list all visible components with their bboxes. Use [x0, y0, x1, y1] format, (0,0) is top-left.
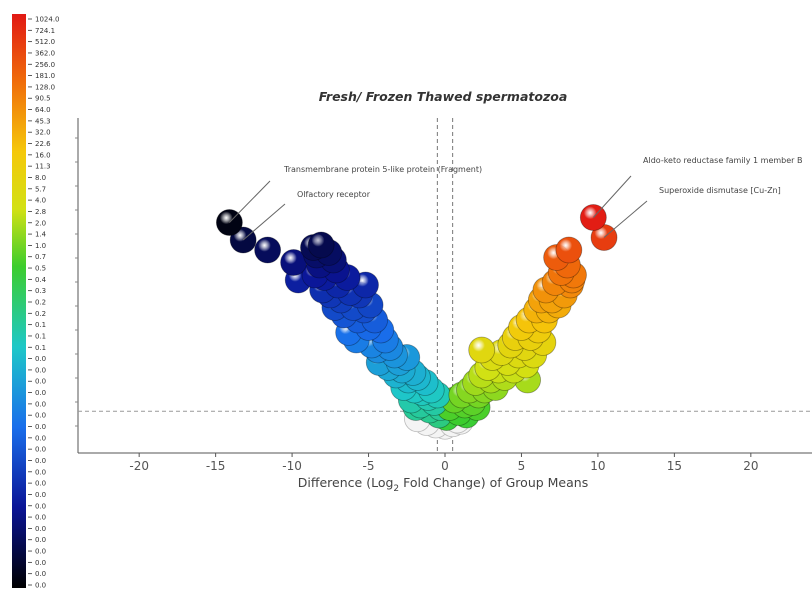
- colorbar-label: 0.0: [35, 412, 46, 420]
- colorbar-label: 1.0: [35, 242, 46, 250]
- x-tick-label: 10: [590, 459, 605, 473]
- colorbar-label: 0.2: [35, 310, 46, 318]
- colorbar-label: 0.0: [35, 355, 46, 363]
- colorbar-label: 256.0: [35, 61, 55, 69]
- x-tick-label: 20: [743, 459, 758, 473]
- data-point: [555, 236, 583, 264]
- colorbar-label: 0.0: [35, 434, 46, 442]
- colorbar-label: 0.0: [35, 457, 46, 465]
- colorbar-label: 0.0: [35, 468, 46, 476]
- x-axis-label: Difference (Log2 Fold Change) of Group M…: [298, 475, 588, 494]
- colorbar-label: 45.3: [35, 117, 51, 125]
- colorbar-label: 2.0: [35, 219, 46, 227]
- annotation-label: Superoxide dismutase [Cu-Zn]: [659, 186, 781, 195]
- colorbar-label: 0.2: [35, 299, 46, 307]
- colorbar-label: 181.0: [35, 72, 55, 80]
- colorbar-label: 0.5: [35, 265, 46, 273]
- colorbar-label: 0.7: [35, 253, 46, 261]
- colorbar-label: 0.0: [35, 491, 46, 499]
- data-point: [468, 336, 496, 364]
- colorbar-label: 0.0: [35, 559, 46, 567]
- x-tick-label: 15: [667, 459, 682, 473]
- data-point: [307, 231, 335, 259]
- colorbar-gradient: [12, 14, 26, 588]
- colorbar-label: 0.0: [35, 548, 46, 556]
- annotations: Transmembrane protein 5-like protein (Fr…: [229, 156, 803, 241]
- colorbar-label: 0.0: [35, 366, 46, 374]
- colorbar-label: 724.1: [35, 27, 55, 35]
- colorbar-label: 128.0: [35, 83, 55, 91]
- x-tick-label: 0: [441, 459, 449, 473]
- annotation-leader: [242, 203, 286, 241]
- colorbar-label: 5.7: [35, 185, 46, 193]
- colorbar-label: 0.0: [35, 525, 46, 533]
- x-tick-label: -15: [206, 459, 226, 473]
- colorbar-label: 2.8: [35, 208, 46, 216]
- chart-title: Fresh/ Frozen Thawed spermatozoa: [319, 89, 568, 104]
- colorbar-label: 0.0: [35, 400, 46, 408]
- colorbar-label: 0.0: [35, 570, 46, 578]
- plot-axes: -20 -15 -10 -5 0 5 10 15 20: [75, 118, 812, 473]
- colorbar-label: 0.0: [35, 423, 46, 431]
- colorbar-label: 11.3: [35, 163, 51, 171]
- colorbar-label: 0.0: [35, 446, 46, 454]
- colorbar-label: 0.1: [35, 344, 46, 352]
- colorbar-label: 0.1: [35, 332, 46, 340]
- colorbar-label: 22.6: [35, 140, 51, 148]
- data-points: [215, 204, 618, 440]
- colorbar-label: 32.0: [35, 129, 51, 137]
- x-tick-label: -10: [282, 459, 302, 473]
- annotation-leader: [603, 200, 648, 238]
- x-tick-label: -5: [363, 459, 375, 473]
- colorbar-label: 362.0: [35, 49, 55, 57]
- colorbar-label: 0.0: [35, 480, 46, 488]
- colorbar-label: 0.0: [35, 536, 46, 544]
- colorbar-label: 16.0: [35, 151, 51, 159]
- data-point: [254, 236, 282, 264]
- colorbar-label: 4.0: [35, 197, 46, 205]
- annotation-label: Aldo-keto reductase family 1 member B: [643, 156, 803, 165]
- annotation-leader: [229, 180, 271, 223]
- colorbar-label: 1024.0: [35, 16, 60, 24]
- x-tick-label: 5: [518, 459, 526, 473]
- colorbar-label: 0.0: [35, 582, 46, 590]
- colorbar-label: 0.0: [35, 389, 46, 397]
- colorbar-label: 0.3: [35, 287, 46, 295]
- colorbar: 1024.0 724.1 512.0 362.0 256.0 181.0 128.0 90.5…: [12, 14, 60, 590]
- annotation-label: Transmembrane protein 5-like protein (Fr…: [283, 165, 482, 174]
- colorbar-label: 0.0: [35, 514, 46, 522]
- colorbar-label: 0.1: [35, 321, 46, 329]
- colorbar-label: 90.5: [35, 95, 51, 103]
- colorbar-label: 1.4: [35, 231, 47, 239]
- colorbar-label: 0.0: [35, 378, 46, 386]
- colorbar-label: 512.0: [35, 38, 55, 46]
- x-tick-label: -20: [129, 459, 149, 473]
- annotation-leader: [592, 175, 632, 218]
- colorbar-label: 0.4: [35, 276, 47, 284]
- colorbar-label: 0.0: [35, 502, 46, 510]
- annotation-label: Olfactory receptor: [297, 190, 371, 199]
- colorbar-label: 64.0: [35, 106, 51, 114]
- colorbar-label: 8.0: [35, 174, 46, 182]
